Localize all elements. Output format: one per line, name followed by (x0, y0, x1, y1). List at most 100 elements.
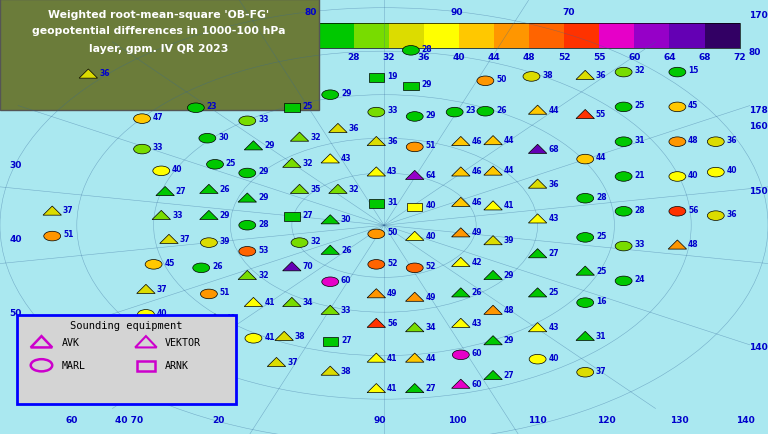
Text: 52: 52 (145, 330, 156, 339)
Polygon shape (484, 201, 502, 210)
Text: 48: 48 (688, 240, 699, 249)
Circle shape (577, 155, 594, 164)
Text: 50: 50 (9, 308, 22, 317)
Polygon shape (244, 141, 263, 151)
Text: 37: 37 (596, 366, 607, 375)
Polygon shape (367, 319, 386, 328)
Bar (634, 24, 670, 49)
Text: 52: 52 (558, 53, 571, 62)
Text: 26: 26 (472, 288, 482, 296)
Circle shape (615, 103, 632, 112)
Text: 33: 33 (172, 210, 183, 219)
Polygon shape (528, 214, 547, 224)
Text: 37: 37 (157, 284, 167, 293)
Text: 28: 28 (596, 192, 607, 201)
Polygon shape (406, 293, 424, 302)
Text: 37: 37 (63, 206, 74, 215)
Text: 36: 36 (349, 124, 359, 132)
Circle shape (477, 77, 494, 86)
Circle shape (207, 160, 223, 170)
Polygon shape (452, 319, 470, 328)
Text: 48: 48 (504, 305, 515, 314)
Circle shape (615, 207, 632, 217)
Circle shape (200, 238, 217, 248)
Polygon shape (576, 332, 594, 341)
Polygon shape (367, 353, 386, 362)
Polygon shape (160, 235, 178, 244)
Polygon shape (329, 185, 347, 194)
Text: 25: 25 (226, 158, 237, 167)
Text: VEKTOR: VEKTOR (164, 337, 200, 347)
Bar (459, 24, 494, 49)
Text: layer, gpm. IV QR 2023: layer, gpm. IV QR 2023 (89, 43, 229, 53)
Text: 120: 120 (598, 415, 616, 424)
Text: 36: 36 (387, 137, 398, 145)
Text: 38: 38 (542, 71, 553, 79)
Circle shape (368, 230, 385, 239)
Polygon shape (244, 298, 263, 307)
Text: 60: 60 (65, 415, 78, 424)
Polygon shape (484, 167, 502, 176)
Text: 44: 44 (548, 105, 559, 114)
Circle shape (239, 247, 256, 256)
Text: 26: 26 (496, 105, 507, 114)
Text: 160: 160 (749, 122, 767, 130)
Polygon shape (452, 228, 470, 237)
Text: 49: 49 (387, 289, 398, 297)
Polygon shape (484, 136, 502, 145)
Text: 60: 60 (628, 53, 641, 62)
Circle shape (707, 211, 724, 221)
Text: 30: 30 (218, 132, 229, 141)
Polygon shape (283, 159, 301, 168)
Bar (284, 213, 300, 221)
Text: 70: 70 (303, 262, 313, 270)
Polygon shape (238, 271, 257, 280)
Polygon shape (452, 288, 470, 297)
Text: 25: 25 (596, 266, 607, 275)
Text: 47: 47 (153, 113, 164, 122)
Polygon shape (367, 137, 386, 146)
Text: 28: 28 (348, 53, 360, 62)
Circle shape (406, 263, 423, 273)
Circle shape (615, 68, 632, 78)
Circle shape (523, 72, 540, 82)
Text: 40: 40 (9, 234, 22, 243)
Circle shape (477, 107, 494, 117)
Bar (424, 24, 459, 49)
Polygon shape (329, 124, 347, 133)
Circle shape (322, 277, 339, 287)
Text: 39: 39 (220, 237, 230, 245)
Text: 140: 140 (736, 415, 754, 424)
Polygon shape (283, 298, 301, 307)
Text: 50: 50 (496, 75, 507, 84)
Circle shape (193, 263, 210, 273)
Text: 29: 29 (220, 210, 230, 219)
Circle shape (239, 117, 256, 126)
Text: 32: 32 (382, 53, 395, 62)
Polygon shape (576, 110, 594, 119)
Text: 25: 25 (548, 288, 559, 296)
Text: 28: 28 (258, 219, 269, 228)
Text: 51: 51 (220, 288, 230, 296)
Text: 32: 32 (303, 158, 313, 167)
Text: 68: 68 (698, 53, 710, 62)
Text: 37: 37 (180, 234, 190, 243)
Text: 40: 40 (453, 53, 465, 62)
Text: 52: 52 (425, 262, 436, 270)
Text: 26: 26 (212, 262, 223, 270)
Text: 45: 45 (164, 258, 175, 267)
Circle shape (577, 194, 594, 204)
Text: 32: 32 (258, 270, 269, 279)
Text: 43: 43 (548, 214, 559, 223)
Polygon shape (321, 246, 339, 255)
Text: 46: 46 (472, 137, 482, 145)
Text: 36: 36 (99, 69, 110, 78)
Text: 60: 60 (472, 349, 482, 357)
Text: 49: 49 (472, 228, 482, 237)
Text: 29: 29 (258, 193, 269, 202)
Circle shape (44, 232, 61, 241)
Polygon shape (484, 236, 502, 245)
Circle shape (187, 104, 204, 113)
Text: 42: 42 (472, 257, 482, 266)
Bar (354, 24, 389, 49)
